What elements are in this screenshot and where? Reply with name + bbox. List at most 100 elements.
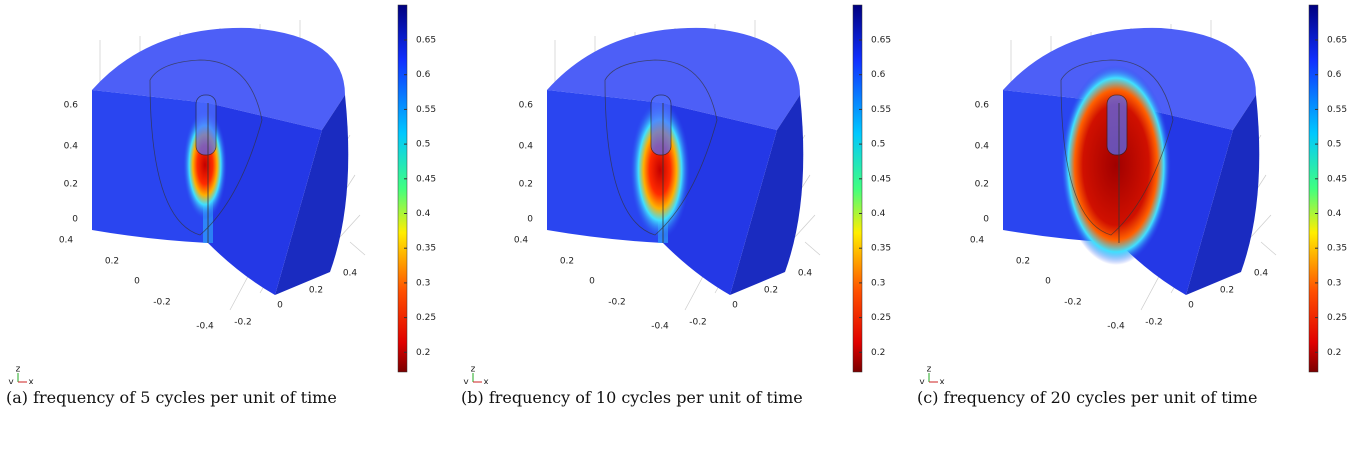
colorbar-tick-label: 0.6	[871, 70, 886, 80]
colorbar-tick-label: 0.4	[416, 209, 431, 219]
colorbar-tick-label: 0.55	[871, 105, 891, 115]
box-grid	[1260, 241, 1277, 256]
left-cut-face	[92, 90, 208, 243]
y-tick-label: 0.2	[560, 257, 574, 267]
y-tick-label: 0	[589, 277, 595, 287]
triad-label: y	[8, 378, 14, 385]
colorbar-tick-label: 0.6	[416, 70, 431, 80]
tube	[195, 94, 217, 156]
colorbar-tick-label: 0.3	[871, 278, 885, 288]
colorbar-tick-label: 0.5	[1327, 140, 1341, 150]
triad-label: y	[463, 378, 469, 385]
top-face	[92, 27, 345, 130]
z-tick-label: 0.6	[64, 101, 79, 111]
colorbar-tick-label: 0.55	[416, 105, 436, 115]
colorbar	[852, 4, 863, 373]
y-tick-label: 0.4	[514, 236, 529, 246]
colorbar-tick-label: 0.35	[871, 244, 891, 254]
x-tick-label: 0	[1188, 301, 1194, 311]
y-tick-label: -0.4	[196, 322, 214, 332]
colorbar-tick-label: 0.25	[1327, 313, 1347, 323]
colorbar-tick-label: 0.2	[871, 348, 885, 358]
outer-side	[275, 95, 349, 295]
box-grid	[804, 241, 821, 256]
tube	[650, 94, 672, 156]
triad-label: y	[919, 378, 925, 385]
z-tick-label: 0.6	[975, 101, 990, 111]
figure-graphics: 0.60.40.200.40.20-0.2-0.4 -0.200.20.4yzx0…	[8, 4, 1347, 385]
x-tick-label: 0	[732, 301, 738, 311]
y-tick-label: -0.2	[153, 298, 171, 308]
z-tick-label: 0.2	[519, 180, 533, 190]
colorbar-tick-label: 0.4	[871, 209, 886, 219]
hot-spot	[630, 100, 690, 240]
colorbar	[397, 4, 408, 373]
colorbar-tick-label: 0.35	[416, 244, 436, 254]
triad-label: x	[483, 378, 489, 385]
x-tick-label: 0.4	[343, 269, 358, 279]
domain-outline	[149, 59, 263, 236]
triad-label: z	[471, 365, 476, 375]
z-tick-label: 0.4	[975, 142, 990, 152]
colorbar-tick-label: 0.45	[1327, 174, 1347, 184]
colorbar-tick-label: 0.25	[871, 313, 891, 323]
panel: 0.6 0.4 0.2 0 0.4 0.2 0 -0.2 -0.4 -0.2 0 0.2 0.4 yzx 0…	[463, 4, 891, 385]
y-tick-label: 0.4	[970, 236, 985, 246]
y-tick-label: -0.4	[1107, 322, 1125, 332]
x-tick-label: 0.4	[798, 269, 813, 279]
colorbar	[1308, 4, 1319, 373]
hot-spot	[1061, 65, 1171, 265]
colorbar-tick-label: 0.45	[871, 174, 891, 184]
colorbar-tick-label: 0.4	[1327, 209, 1342, 219]
colorbar-tick-label: 0.3	[1327, 278, 1341, 288]
box-grid	[349, 241, 366, 256]
y-tick-label: 0.4	[59, 236, 74, 246]
y-tick-label: 0.2	[105, 257, 119, 267]
z-tick-label: 0	[983, 215, 989, 225]
colorbar-tick-label: 0.45	[416, 174, 436, 184]
y-tick-label: -0.4	[651, 322, 669, 332]
z-tick-label: 0.6	[519, 101, 534, 111]
x-tick-label: 0.2	[309, 286, 323, 296]
colorbar-tick-label: 0.55	[1327, 105, 1347, 115]
colorbar-tick-label: 0.2	[416, 348, 430, 358]
caption: (c) frequency of 20 cycles per unit of t…	[917, 388, 1258, 407]
triad-label: z	[16, 365, 21, 375]
y-tick-label: 0.2	[1016, 257, 1030, 267]
colorbar-tick-label: 0.65	[416, 36, 436, 46]
outer-side	[730, 95, 804, 295]
x-tick-label: -0.2	[234, 318, 252, 328]
z-tick-label: 0	[527, 215, 533, 225]
top-face	[547, 27, 800, 130]
colorbar-tick-label: 0.5	[871, 140, 885, 150]
z-tick-label: 0.2	[975, 180, 989, 190]
colorbar-tick-label: 0.6	[1327, 70, 1342, 80]
colorbar-tick-label: 0.5	[416, 140, 430, 150]
z-tick-label: 0	[72, 215, 78, 225]
colorbar-tick-label: 0.25	[416, 313, 436, 323]
colorbar-tick-label: 0.65	[871, 36, 891, 46]
colorbar-tick-label: 0.3	[416, 278, 430, 288]
caption: (b) frequency of 10 cycles per unit of t…	[461, 388, 803, 407]
outer-side	[1186, 95, 1260, 295]
x-tick-label: 0.4	[1254, 269, 1269, 279]
domain-outline	[604, 59, 718, 236]
y-tick-label: -0.2	[1064, 298, 1082, 308]
z-tick-label: 0.2	[64, 180, 78, 190]
x-tick-label: 0.2	[764, 286, 778, 296]
y-tick-label: 0	[1045, 277, 1051, 287]
z-tick-label: 0.4	[519, 142, 534, 152]
caption: (a) frequency of 5 cycles per unit of ti…	[6, 388, 337, 407]
colorbar-tick-label: 0.65	[1327, 36, 1347, 46]
x-tick-label: 0	[277, 301, 283, 311]
x-tick-label: -0.2	[1145, 318, 1163, 328]
triad-label: x	[939, 378, 945, 385]
colorbar-tick-label: 0.2	[1327, 348, 1341, 358]
colorbar-tick-label: 0.35	[1327, 244, 1347, 254]
right-cut-face	[208, 103, 322, 295]
y-tick-label: -0.2	[608, 298, 626, 308]
domain-outline	[1060, 59, 1174, 236]
tube	[1106, 94, 1128, 156]
x-tick-label: -0.2	[689, 318, 707, 328]
